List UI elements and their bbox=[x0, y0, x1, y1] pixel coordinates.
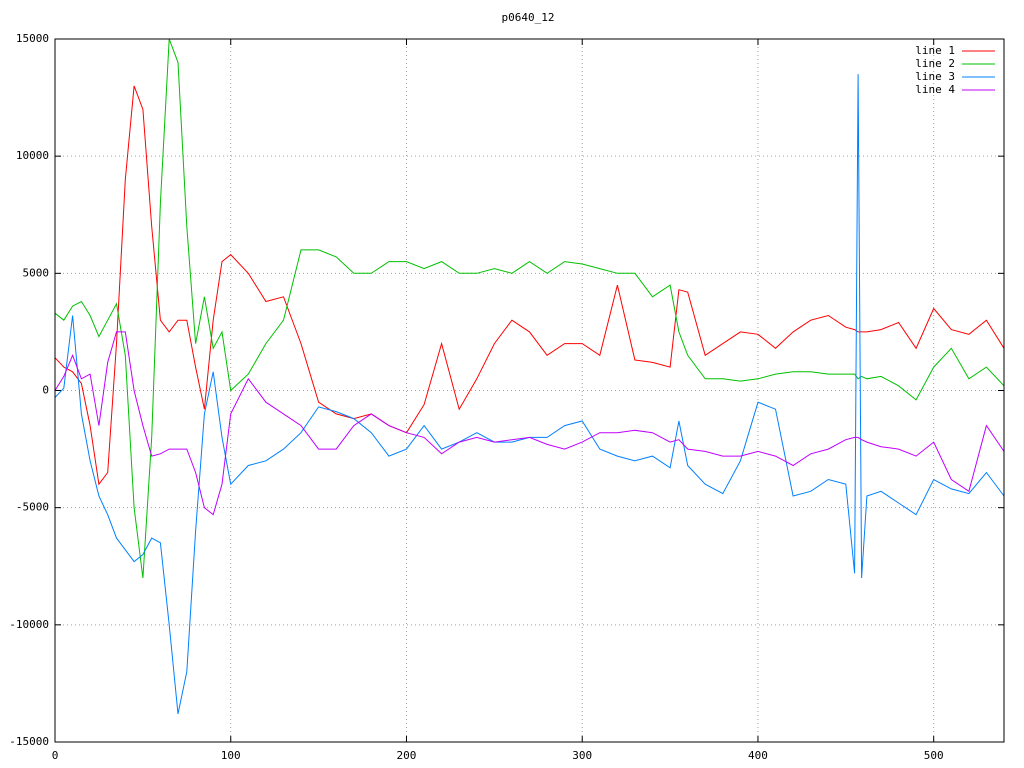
y-tick-label: 0 bbox=[42, 384, 49, 397]
y-tick-label: 10000 bbox=[16, 149, 49, 162]
legend-label: line 3 bbox=[915, 70, 955, 83]
y-tick-label: -5000 bbox=[16, 501, 49, 514]
y-tick-label: 15000 bbox=[16, 32, 49, 45]
x-tick-label: 100 bbox=[221, 749, 241, 762]
plot-frame bbox=[54, 38, 1005, 743]
series-line bbox=[54, 38, 1005, 579]
series-line bbox=[54, 74, 1005, 715]
legend-label: line 4 bbox=[915, 83, 955, 96]
y-tick-label: 5000 bbox=[23, 266, 50, 279]
x-tick-label: 300 bbox=[572, 749, 592, 762]
y-tick-label: -10000 bbox=[9, 618, 49, 631]
series-line bbox=[54, 331, 1005, 516]
y-tick-label: -15000 bbox=[9, 735, 49, 748]
x-tick-label: 0 bbox=[52, 749, 59, 762]
x-tick-label: 500 bbox=[924, 749, 944, 762]
chart-title: p0640_12 bbox=[502, 11, 555, 24]
x-tick-label: 400 bbox=[748, 749, 768, 762]
legend-label: line 1 bbox=[915, 44, 955, 57]
x-tick-label: 200 bbox=[397, 749, 417, 762]
series-line bbox=[54, 85, 1005, 486]
legend-label: line 2 bbox=[915, 57, 955, 70]
